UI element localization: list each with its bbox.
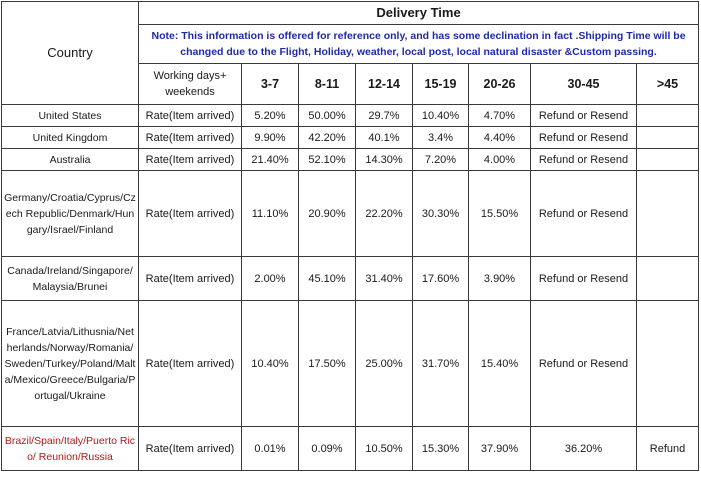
value-cell: 21.40% — [241, 148, 299, 171]
shipping-note: Note: This information is offered for re… — [137, 24, 700, 64]
rate-type-cell: Rate(Item arrived) — [138, 148, 242, 171]
value-cell: 50.00% — [298, 104, 356, 127]
country-cell: Germany/Croatia/Cyprus/Czech Republic/De… — [1, 170, 139, 257]
value-cell: 20.90% — [298, 170, 356, 257]
value-cell: 17.50% — [298, 300, 356, 427]
country-cell: Brazil/Spain/Italy/Puerto Rico/ Reunion/… — [1, 426, 139, 471]
rate-type-cell: Rate(Item arrived) — [138, 300, 242, 427]
range-header: 15-19 — [412, 63, 469, 105]
value-cell: 31.40% — [355, 256, 413, 301]
range-header: 30-45 — [530, 63, 637, 105]
rate-type-cell: Rate(Item arrived) — [138, 126, 242, 149]
value-cell: Refund or Resend — [530, 170, 637, 257]
value-cell: 3.90% — [468, 256, 531, 301]
value-cell: 15.30% — [412, 426, 469, 471]
table-row: Brazil/Spain/Italy/Puerto Rico/ Reunion/… — [1, 426, 700, 471]
value-cell — [635, 170, 700, 257]
value-cell: Refund or Resend — [530, 300, 637, 427]
value-cell: 14.30% — [355, 148, 413, 171]
range-header: 20-26 — [468, 63, 531, 105]
value-cell: 31.70% — [412, 300, 469, 427]
value-cell: 37.90% — [468, 426, 531, 471]
value-cell: 25.00% — [355, 300, 413, 427]
rate-type-cell: Rate(Item arrived) — [138, 256, 242, 301]
value-cell: 9.90% — [241, 126, 299, 149]
range-header: >45 — [635, 63, 700, 105]
value-cell: 36.20% — [530, 426, 637, 471]
value-cell: 4.70% — [468, 104, 531, 127]
value-cell: 3.4% — [412, 126, 469, 149]
value-cell — [635, 300, 700, 427]
rate-type-cell: Rate(Item arrived) — [138, 170, 242, 257]
value-cell: 11.10% — [241, 170, 299, 257]
value-cell: 10.40% — [412, 104, 469, 127]
value-cell: 0.09% — [298, 426, 356, 471]
value-cell: Refund — [635, 426, 700, 471]
country-cell: United Kingdom — [1, 126, 139, 149]
value-cell: 4.40% — [468, 126, 531, 149]
value-cell — [635, 126, 700, 149]
value-cell: 10.50% — [355, 426, 413, 471]
value-cell: 52.10% — [298, 148, 356, 171]
value-cell: 29.7% — [355, 104, 413, 127]
working-days-header: Working days+ weekends — [138, 63, 242, 105]
value-cell — [635, 256, 700, 301]
value-cell: Refund or Resend — [530, 148, 637, 171]
value-cell: Refund or Resend — [530, 256, 637, 301]
value-cell — [635, 148, 700, 171]
value-cell: 2.00% — [241, 256, 299, 301]
value-cell: 5.20% — [241, 104, 299, 127]
value-cell: 45.10% — [298, 256, 356, 301]
range-header: 3-7 — [241, 63, 299, 105]
table-row: France/Latvia/Lithusnia/Netherlands/Norw… — [1, 300, 700, 427]
value-cell: 7.20% — [412, 148, 469, 171]
rate-type-cell: Rate(Item arrived) — [138, 104, 242, 127]
country-cell: Canada/Ireland/Singapore/Malaysia/Brunei — [1, 256, 139, 301]
value-cell: 4.00% — [468, 148, 531, 171]
value-cell: 0.01% — [241, 426, 299, 471]
value-cell: 17.60% — [412, 256, 469, 301]
range-header: 8-11 — [298, 63, 356, 105]
country-header: Country — [1, 1, 139, 105]
value-cell: 40.1% — [355, 126, 413, 149]
table-row: United Kingdom Rate(Item arrived) 9.90% … — [1, 126, 700, 149]
value-cell: 15.50% — [468, 170, 531, 257]
value-cell: Refund or Resend — [530, 104, 637, 127]
table-row: Germany/Croatia/Cyprus/Czech Republic/De… — [1, 170, 700, 257]
table-row: Canada/Ireland/Singapore/Malaysia/Brunei… — [1, 256, 700, 301]
value-cell: 30.30% — [412, 170, 469, 257]
value-cell: 10.40% — [241, 300, 299, 427]
table-title: Delivery Time — [137, 1, 700, 25]
table-row: Australia Rate(Item arrived) 21.40% 52.1… — [1, 148, 700, 171]
value-cell: 22.20% — [355, 170, 413, 257]
table-row: United States Rate(Item arrived) 5.20% 5… — [1, 104, 700, 127]
country-cell: France/Latvia/Lithusnia/Netherlands/Norw… — [1, 300, 139, 427]
value-cell: 42.20% — [298, 126, 356, 149]
value-cell: Refund or Resend — [530, 126, 637, 149]
country-cell: United States — [1, 104, 139, 127]
range-header: 12-14 — [355, 63, 413, 105]
value-cell: 15.40% — [468, 300, 531, 427]
value-cell — [635, 104, 700, 127]
country-cell: Australia — [1, 148, 139, 171]
rate-type-cell: Rate(Item arrived) — [138, 426, 242, 471]
